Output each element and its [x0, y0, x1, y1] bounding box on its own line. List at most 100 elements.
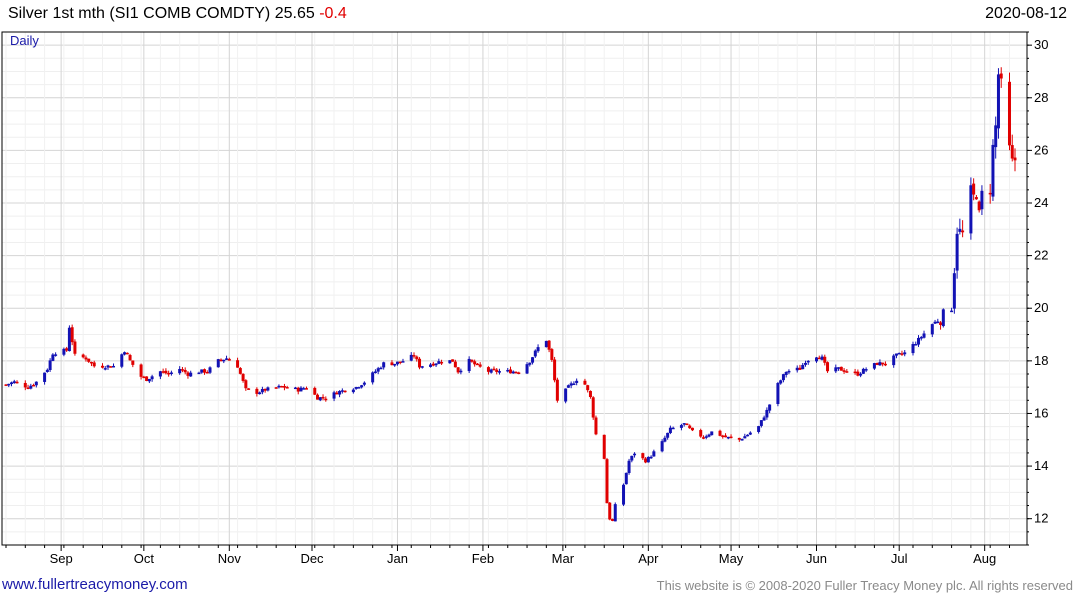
candle-body: [939, 322, 943, 325]
candle-body: [897, 352, 901, 355]
candle-body: [718, 430, 722, 436]
x-tick-label: Jan: [387, 551, 408, 566]
candle-body: [335, 392, 339, 395]
candle-body: [241, 373, 245, 381]
candle-body: [293, 387, 297, 390]
candle-body: [4, 384, 8, 386]
candle-body: [302, 388, 306, 390]
period-label: Daily: [10, 33, 39, 48]
candle-body: [930, 324, 934, 335]
y-tick-label: 22: [1034, 248, 1048, 263]
candle-body: [878, 362, 882, 366]
candle-body: [531, 357, 535, 363]
candle-body: [660, 441, 664, 452]
candle-body: [431, 363, 435, 366]
candle-body: [225, 358, 229, 360]
candle-body: [776, 383, 780, 405]
candle-body: [255, 388, 259, 394]
candle-body: [914, 344, 918, 346]
candle-body: [304, 388, 308, 390]
candle-body: [473, 361, 477, 365]
candle-body: [787, 370, 791, 373]
candle-body: [158, 371, 162, 377]
candle-body: [894, 353, 898, 356]
candle-body: [781, 374, 785, 381]
candle-body: [222, 359, 226, 362]
candle-body: [671, 427, 675, 430]
candle-body: [555, 379, 559, 401]
candle-body: [922, 333, 926, 338]
candle-body: [379, 367, 383, 370]
candle-body: [145, 376, 149, 381]
candle-body: [373, 371, 377, 374]
candle-body: [26, 387, 30, 389]
candle-body: [266, 387, 270, 391]
candle-body: [547, 340, 551, 350]
candle-body: [376, 368, 380, 372]
candle-body: [434, 363, 438, 366]
website-link[interactable]: www.fullertreacymoney.com: [2, 576, 188, 593]
candle-body: [316, 394, 320, 400]
chart-title: Silver 1st mth (SI1 COMB COMDTY) 25.65 -…: [8, 5, 347, 23]
candle-body: [451, 359, 455, 362]
candle-body: [382, 362, 386, 368]
candle-body: [321, 396, 325, 399]
y-tick-label: 18: [1034, 353, 1048, 368]
candle-body: [247, 388, 251, 390]
candle-body: [360, 385, 364, 388]
candle-body: [131, 360, 135, 365]
candle-body: [357, 387, 361, 389]
candle-body: [506, 369, 510, 372]
candle-body: [34, 381, 38, 386]
candle-body: [313, 387, 317, 395]
candle-body: [575, 380, 579, 383]
candle-body: [911, 344, 915, 354]
candle-body: [489, 369, 493, 373]
x-tick-label: May: [719, 551, 744, 566]
candle-body: [282, 386, 286, 388]
candle-body: [856, 371, 860, 376]
candle-body: [550, 349, 554, 360]
candle-body: [710, 431, 714, 436]
candle-body: [167, 372, 171, 375]
candle-body: [318, 397, 322, 401]
candle-body: [591, 397, 595, 418]
candle-body: [409, 354, 413, 361]
candle-body: [779, 380, 783, 384]
candle-body: [509, 369, 512, 374]
candle-body: [142, 376, 146, 379]
candle-body: [87, 358, 91, 362]
candle-body: [429, 364, 433, 367]
candle-body: [936, 321, 940, 324]
candle-body: [875, 362, 879, 365]
candle-body: [420, 366, 424, 368]
candle-body: [492, 368, 496, 371]
candle-body: [517, 372, 521, 375]
candle-body: [186, 372, 190, 376]
candle-body: [263, 388, 267, 391]
candle-body: [815, 357, 819, 362]
candle-body: [528, 362, 532, 365]
candle-body: [299, 387, 303, 392]
x-tick-label: Nov: [218, 551, 242, 566]
candle-body: [859, 373, 863, 376]
candle-body: [630, 455, 634, 461]
candle-body: [864, 369, 868, 371]
candle-body: [296, 387, 300, 392]
y-tick-label: 20: [1034, 300, 1048, 315]
candle-body: [478, 364, 482, 367]
candle-body: [514, 371, 518, 374]
candle-body: [826, 362, 830, 372]
candle-body: [106, 365, 110, 368]
candle-body: [125, 352, 129, 355]
candle-body: [23, 382, 27, 388]
candle-body: [169, 372, 173, 374]
candle-body: [70, 327, 74, 343]
candle-body: [89, 361, 93, 364]
candle-body: [467, 358, 471, 372]
last-price: 25.65: [274, 5, 315, 22]
candle-body: [996, 74, 1000, 129]
candle-body: [602, 434, 606, 459]
candle-body: [51, 354, 55, 361]
